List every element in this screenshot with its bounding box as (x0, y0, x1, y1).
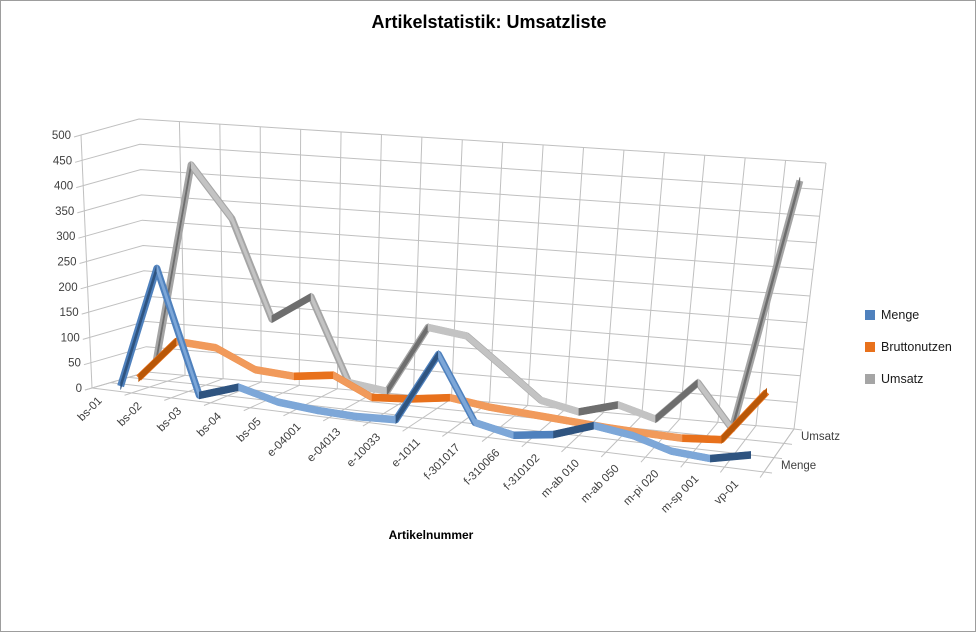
series-segment[interactable] (215, 343, 256, 374)
x-category-label: e-04013 (305, 426, 343, 464)
series-segment[interactable] (682, 434, 723, 444)
x-category-label: bs-04 (195, 410, 224, 439)
series-segment[interactable] (293, 371, 334, 381)
series-umsatz[interactable] (152, 160, 804, 434)
y-tick-label: 300 (56, 231, 75, 243)
series-segment[interactable] (231, 215, 273, 323)
series-segment[interactable] (513, 430, 554, 440)
legend-label: Menge (881, 307, 920, 322)
x-category-label: m-sp 001 (659, 473, 701, 515)
y-tick-label: 400 (54, 181, 73, 193)
x-axis-title: Artikelnummer (388, 528, 474, 542)
y-tick-label: 350 (55, 206, 74, 218)
series-segment[interactable] (438, 350, 476, 427)
y-tick-label: 100 (61, 332, 80, 344)
value-axis (73, 134, 93, 391)
y-tick-label: 500 (52, 130, 71, 142)
x-category-label: f-310066 (462, 447, 503, 488)
legend-item-menge: Menge (865, 304, 952, 325)
y-tick-label: 250 (57, 257, 76, 269)
x-category-label: bs-02 (116, 400, 145, 429)
menge-swatch-icon (865, 309, 875, 320)
depth-axis-label: Menge (781, 460, 816, 472)
series-segment[interactable] (238, 383, 279, 407)
x-category-label: vp-01 (712, 478, 741, 507)
series-segment[interactable] (721, 387, 767, 444)
series-segment[interactable] (617, 400, 656, 423)
y-tick-label: 50 (68, 358, 81, 370)
series-segment[interactable] (655, 378, 699, 424)
bruttonutzen-swatch-icon (865, 341, 875, 352)
y-tick-label: 150 (60, 307, 79, 319)
series-segment[interactable] (697, 378, 733, 434)
x-category-label: f-301017 (422, 442, 463, 483)
series-segment[interactable] (466, 331, 505, 373)
series-menge[interactable] (117, 264, 752, 463)
x-category-label: m-ab 010 (539, 457, 582, 500)
series-segment[interactable] (593, 421, 634, 440)
legend-label: Umsatz (881, 371, 924, 386)
legend-item-umsatz: Umsatz (865, 368, 952, 389)
series-segment[interactable] (190, 160, 233, 224)
x-category-label: e-04001 (265, 421, 303, 459)
umsatz-swatch-icon (865, 373, 875, 384)
depth-axis (763, 428, 803, 474)
series-segment[interactable] (156, 161, 192, 364)
x-category-label: bs-05 (235, 416, 264, 445)
chart-title: Artikelstatistik: Umsatzliste (371, 12, 607, 32)
depth-axis-label: Umsatz (801, 431, 840, 443)
wall-grid (80, 118, 827, 430)
x-category-label: bs-01 (76, 395, 105, 424)
x-category-label: e-10033 (345, 431, 383, 469)
series-segment[interactable] (540, 396, 580, 416)
legend-item-bruttonutzen: Bruttonutzen (865, 336, 952, 357)
series-segment[interactable] (271, 292, 312, 324)
series-segment[interactable] (474, 418, 515, 440)
x-category-label: f-310102 (502, 452, 543, 493)
y-tick-label: 450 (53, 155, 72, 167)
series-segment[interactable] (410, 393, 451, 403)
series-segment[interactable] (710, 451, 751, 463)
x-category-label: m-pi 020 (621, 468, 661, 508)
x-category-label: m-ab 050 (579, 463, 622, 506)
x-category-label: bs-03 (155, 405, 184, 434)
legend-label: Bruttonutzen (881, 339, 952, 354)
y-tick-label: 0 (76, 383, 82, 395)
series-segment[interactable] (503, 363, 542, 405)
series-segment[interactable] (527, 409, 567, 425)
x-category-label: e-1011 (390, 437, 423, 470)
series-segment[interactable] (427, 323, 468, 340)
legend: Menge Bruttonutzen Umsatz (865, 304, 952, 400)
y-tick-label: 200 (58, 282, 77, 294)
